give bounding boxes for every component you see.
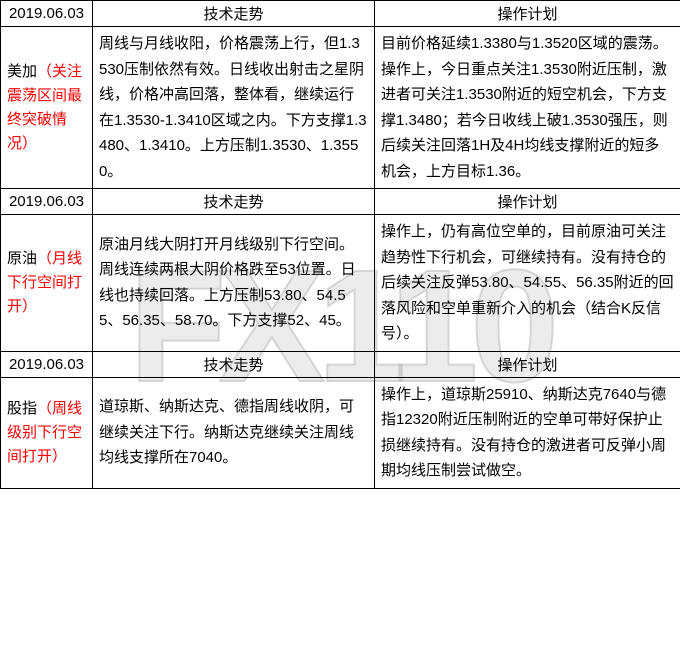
tech-header: 技术走势 — [93, 351, 375, 377]
date-header: 2019.06.03 — [1, 1, 93, 27]
tech-cell: 原油月线大阴打开月线级别下行空间。周线连续两根大阴价格跌至53位置。日线也持续回… — [93, 215, 375, 352]
instrument-name: 美加 — [7, 63, 37, 80]
table-row: 美加（关注震荡区间最终突破情况） 周线与月线收阳，价格震荡上行，但1.3530压… — [1, 27, 680, 189]
plan-cell: 操作上，仍有高位空单的，目前原油可关注趋势性下行机会，可继续持有。没有持仓的后续… — [375, 215, 680, 352]
table-header-row: 2019.06.03 技术走势 操作计划 — [1, 189, 680, 215]
table-header-row: 2019.06.03 技术走势 操作计划 — [1, 1, 680, 27]
plan-cell: 操作上，道琼斯25910、纳斯达克7640与德指12320附近压制附近的空单可带… — [375, 377, 680, 488]
instrument-label: 原油（月线下行空间打开） — [1, 215, 93, 352]
plan-cell: 目前价格延续1.3380与1.3520区域的震荡。操作上，今日重点关注1.353… — [375, 27, 680, 189]
instrument-label: 美加（关注震荡区间最终突破情况） — [1, 27, 93, 189]
tech-cell: 道琼斯、纳斯达克、德指周线收阴，可继续关注下行。纳斯达克继续关注周线均线支撑所在… — [93, 377, 375, 488]
date-header: 2019.06.03 — [1, 189, 93, 215]
tech-header: 技术走势 — [93, 189, 375, 215]
plan-header: 操作计划 — [375, 351, 680, 377]
date-header: 2019.06.03 — [1, 351, 93, 377]
instrument-name: 原油 — [7, 250, 37, 267]
table-row: 原油（月线下行空间打开） 原油月线大阴打开月线级别下行空间。周线连续两根大阴价格… — [1, 215, 680, 352]
table-header-row: 2019.06.03 技术走势 操作计划 — [1, 351, 680, 377]
tech-cell: 周线与月线收阳，价格震荡上行，但1.3530压制依然有效。日线收出射击之星阴线，… — [93, 27, 375, 189]
instrument-name: 股指 — [7, 400, 37, 417]
plan-header: 操作计划 — [375, 1, 680, 27]
instrument-label: 股指（周线级别下行空间打开） — [1, 377, 93, 488]
plan-header: 操作计划 — [375, 189, 680, 215]
analysis-table: 2019.06.03 技术走势 操作计划 美加（关注震荡区间最终突破情况） 周线… — [0, 0, 680, 489]
table-row: 股指（周线级别下行空间打开） 道琼斯、纳斯达克、德指周线收阴，可继续关注下行。纳… — [1, 377, 680, 488]
tech-header: 技术走势 — [93, 1, 375, 27]
